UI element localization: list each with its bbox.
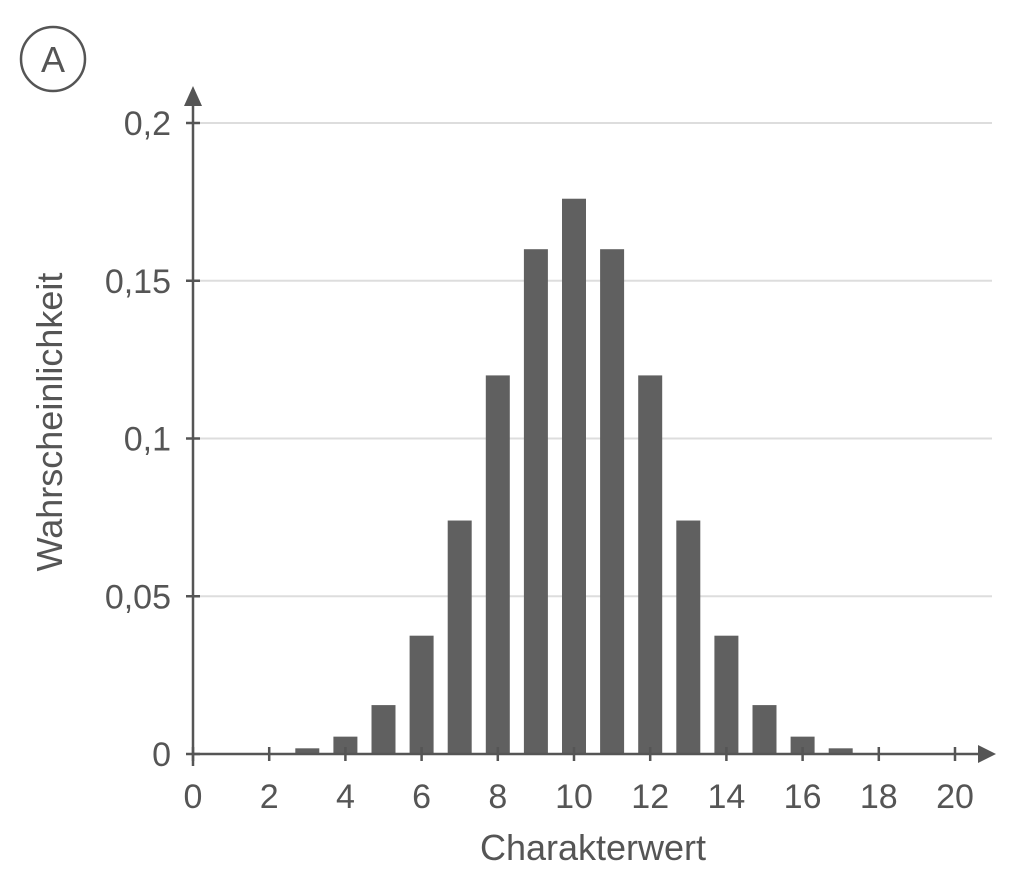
y-tick-label: 0,2 [124,105,171,143]
bar-13 [676,520,701,754]
bar-12 [638,375,663,754]
panel-letter: A [41,39,65,80]
bars [295,198,853,755]
tick-labels: 0 0,05 0,1 0,15 0,2 0 2 4 6 8 10 12 14 16 18 20 [105,105,974,816]
bar-8 [485,375,510,754]
bar-14 [714,635,739,754]
x-tick-label: 20 [936,778,974,816]
panel-badge-circle [19,25,87,93]
x-axis-arrow [978,745,996,763]
bar-3 [295,748,320,754]
bar-6 [409,635,434,754]
y-tick-label: 0,1 [124,421,171,459]
bar-4 [333,736,358,754]
x-tick-label: 8 [488,778,507,816]
bar-7 [447,520,472,754]
bar-17 [828,748,853,754]
bar-11 [600,249,625,754]
bar-10 [562,198,586,755]
x-axis-title: Charakterwert [480,827,706,868]
y-axis-title: Wahrscheinlichkeit [29,273,70,572]
x-tick-label: 6 [412,778,431,816]
x-tick-label: 10 [555,778,593,816]
x-tick-label: 2 [260,778,279,816]
x-tick-label: 4 [336,778,355,816]
bar-15 [752,705,777,754]
axes [184,86,996,766]
bar-9 [523,249,548,754]
panel-badge: A [19,25,87,93]
gridlines [193,122,992,598]
y-axis-arrow [184,86,202,106]
bar-16 [790,736,815,754]
x-tick-label: 0 [184,778,203,816]
x-tick-label: 18 [860,778,898,816]
y-tick-label: 0,15 [105,263,171,301]
bar-5 [371,705,396,754]
y-tick-label: 0 [152,736,171,774]
x-tick-label: 14 [707,778,745,816]
x-tick-label: 12 [631,778,669,816]
y-tick-label: 0,05 [105,578,171,616]
x-tick-label: 16 [784,778,822,816]
